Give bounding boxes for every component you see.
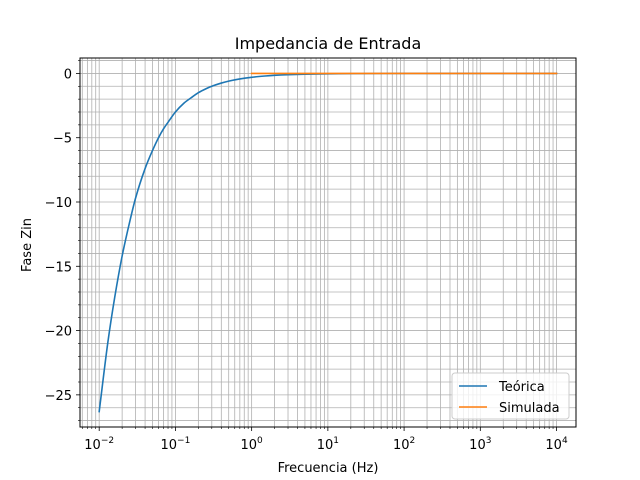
grid [80, 58, 576, 427]
axis-ticks: 10−2 10−1 100 101 102 103 104 0 −5 −10 −15 −20 −25 [45, 60, 568, 453]
legend: Teórica Simulada [451, 372, 570, 420]
legend-label: Simulada [499, 401, 560, 416]
x-tick-label: 10−2 [84, 436, 114, 453]
x-tick-label: 100 [241, 436, 264, 453]
y-tick-label: −10 [45, 196, 72, 211]
y-tick-label: −25 [45, 389, 72, 404]
y-tick-label: 0 [64, 67, 72, 82]
y-tick-label: −15 [45, 260, 72, 275]
chart-title: Impedancia de Entrada [235, 34, 422, 53]
y-axis-label: Fase Zin [20, 218, 35, 272]
y-tick-label: −20 [45, 325, 72, 340]
legend-label: Teórica [498, 380, 545, 395]
x-axis-label: Frecuencia (Hz) [278, 461, 379, 476]
y-tick-label: −5 [53, 132, 72, 147]
x-tick-label: 103 [469, 436, 491, 453]
x-tick-label: 101 [317, 436, 339, 453]
x-tick-label: 104 [545, 436, 568, 453]
x-tick-label: 102 [393, 436, 415, 453]
series-layer [98, 72, 558, 413]
x-tick-label: 10−1 [161, 436, 191, 453]
